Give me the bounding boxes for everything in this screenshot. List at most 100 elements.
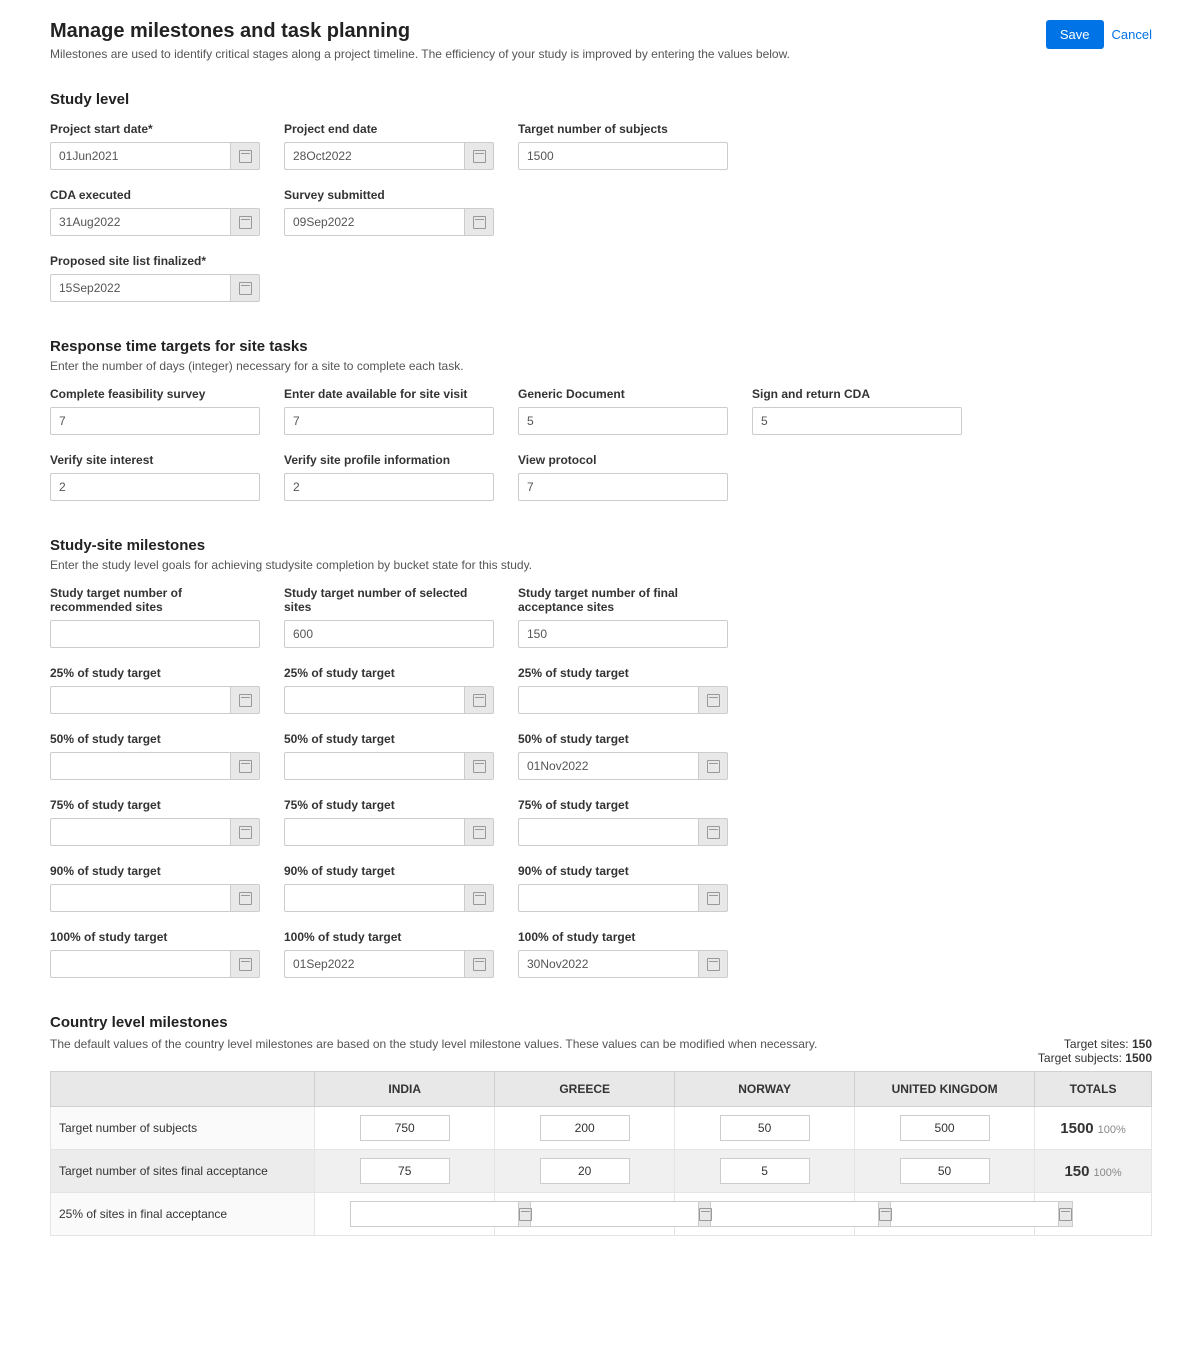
calendar-icon[interactable]: [230, 818, 260, 846]
survey-submitted-input[interactable]: [284, 208, 464, 236]
calendar-icon[interactable]: [464, 818, 494, 846]
generic-document-input[interactable]: [518, 407, 728, 435]
table-row: 25% of sites in final acceptance: [51, 1193, 1152, 1236]
calendar-icon[interactable]: [698, 884, 728, 912]
cancel-link[interactable]: Cancel: [1112, 27, 1152, 42]
proposed-site-list-input[interactable]: [50, 274, 230, 302]
calendar-icon[interactable]: [464, 752, 494, 780]
cell-date-input[interactable]: [530, 1201, 698, 1227]
cell-date-input[interactable]: [710, 1201, 878, 1227]
table-row: Target number of sites final acceptance …: [51, 1150, 1152, 1193]
study-target-pct-label: 50% of study target: [518, 732, 728, 746]
calendar-icon[interactable]: [1058, 1201, 1073, 1227]
study-target-pct-input[interactable]: [284, 686, 464, 714]
study-target-pct-label: 25% of study target: [518, 666, 728, 680]
project-end-input[interactable]: [284, 142, 464, 170]
study-target-pct-input[interactable]: [518, 950, 698, 978]
calendar-icon[interactable]: [464, 686, 494, 714]
enter-date-visit-label: Enter date available for site visit: [284, 387, 494, 401]
study-target-pct-label: 100% of study target: [518, 930, 728, 944]
study-target-pct-input[interactable]: [50, 950, 230, 978]
target-subjects-input[interactable]: [518, 142, 728, 170]
study-target-pct-input[interactable]: [518, 818, 698, 846]
study-target-pct-input[interactable]: [284, 884, 464, 912]
calendar-icon[interactable]: [230, 142, 260, 170]
verify-site-profile-label: Verify site profile information: [284, 453, 494, 467]
cell-input[interactable]: [360, 1115, 450, 1141]
project-start-input[interactable]: [50, 142, 230, 170]
calendar-icon[interactable]: [230, 686, 260, 714]
study-target-pct-label: 75% of study target: [50, 798, 260, 812]
study-level-title: Study level: [50, 91, 1152, 108]
study-target-pct-label: 75% of study target: [518, 798, 728, 812]
row-target-subjects-label: Target number of subjects: [51, 1107, 315, 1150]
calendar-icon[interactable]: [230, 752, 260, 780]
calendar-icon[interactable]: [230, 884, 260, 912]
verify-site-profile-input[interactable]: [284, 473, 494, 501]
calendar-icon[interactable]: [230, 950, 260, 978]
cell-input[interactable]: [540, 1158, 630, 1184]
sign-return-cda-label: Sign and return CDA: [752, 387, 962, 401]
study-target-pct-label: 50% of study target: [284, 732, 494, 746]
recommended-sites-input[interactable]: [50, 620, 260, 648]
selected-sites-label: Study target number of selected sites: [284, 586, 494, 614]
view-protocol-input[interactable]: [518, 473, 728, 501]
cell-input[interactable]: [720, 1115, 810, 1141]
row-25pct-sites-label: 25% of sites in final acceptance: [51, 1193, 315, 1236]
total-value: 1500: [1060, 1120, 1093, 1137]
study-target-pct-label: 90% of study target: [50, 864, 260, 878]
country-title: Country level milestones: [50, 1014, 817, 1031]
row-target-sites-final-label: Target number of sites final acceptance: [51, 1150, 315, 1193]
study-site-desc: Enter the study level goals for achievin…: [50, 558, 1152, 572]
cell-input[interactable]: [900, 1115, 990, 1141]
study-target-pct-input[interactable]: [518, 884, 698, 912]
cell-input[interactable]: [900, 1158, 990, 1184]
complete-feasibility-input[interactable]: [50, 407, 260, 435]
study-target-pct-label: 25% of study target: [50, 666, 260, 680]
calendar-icon[interactable]: [464, 950, 494, 978]
study-target-pct-input[interactable]: [284, 818, 464, 846]
study-target-pct-input[interactable]: [50, 686, 230, 714]
cda-executed-input[interactable]: [50, 208, 230, 236]
table-row: Target number of subjects 1500100%: [51, 1107, 1152, 1150]
final-acceptance-input[interactable]: [518, 620, 728, 648]
response-targets-desc: Enter the number of days (integer) neces…: [50, 359, 1152, 373]
enter-date-visit-input[interactable]: [284, 407, 494, 435]
study-target-pct-input[interactable]: [518, 686, 698, 714]
calendar-icon[interactable]: [698, 818, 728, 846]
cda-executed-label: CDA executed: [50, 188, 260, 202]
cell-input[interactable]: [360, 1158, 450, 1184]
verify-site-interest-label: Verify site interest: [50, 453, 260, 467]
calendar-icon[interactable]: [698, 752, 728, 780]
cell-date-input[interactable]: [350, 1201, 518, 1227]
study-target-pct-input[interactable]: [50, 752, 230, 780]
total-pct: 100%: [1093, 1167, 1121, 1179]
target-subjects-label: Target number of subjects: [518, 122, 728, 136]
study-target-pct-input[interactable]: [50, 884, 230, 912]
calendar-icon[interactable]: [698, 686, 728, 714]
generic-document-label: Generic Document: [518, 387, 728, 401]
calendar-icon[interactable]: [698, 950, 728, 978]
study-target-pct-input[interactable]: [50, 818, 230, 846]
verify-site-interest-input[interactable]: [50, 473, 260, 501]
cell-input[interactable]: [720, 1158, 810, 1184]
calendar-icon[interactable]: [464, 884, 494, 912]
cell-date-input[interactable]: [890, 1201, 1058, 1227]
calendar-icon[interactable]: [230, 274, 260, 302]
calendar-icon[interactable]: [464, 142, 494, 170]
study-target-pct-label: 90% of study target: [518, 864, 728, 878]
study-site-title: Study-site milestones: [50, 537, 1152, 554]
sign-return-cda-input[interactable]: [752, 407, 962, 435]
calendar-icon[interactable]: [230, 208, 260, 236]
study-target-pct-input[interactable]: [284, 752, 464, 780]
selected-sites-input[interactable]: [284, 620, 494, 648]
save-button[interactable]: Save: [1046, 20, 1104, 49]
calendar-icon[interactable]: [464, 208, 494, 236]
final-acceptance-label: Study target number of final acceptance …: [518, 586, 728, 614]
col-greece: GREECE: [495, 1072, 675, 1107]
study-target-pct-input[interactable]: [284, 950, 464, 978]
study-target-pct-label: 50% of study target: [50, 732, 260, 746]
cell-input[interactable]: [540, 1115, 630, 1141]
study-target-pct-label: 75% of study target: [284, 798, 494, 812]
study-target-pct-input[interactable]: [518, 752, 698, 780]
